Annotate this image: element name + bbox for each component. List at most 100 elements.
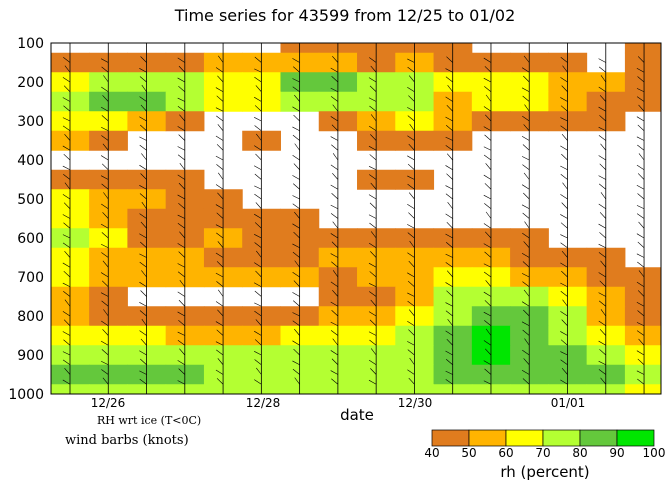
wind-barb (521, 369, 530, 375)
wind-barb (599, 115, 606, 122)
wind-barb (100, 223, 109, 229)
colorbar-swatch (431, 429, 470, 447)
wind-barb (369, 222, 377, 229)
wind-barb (255, 153, 262, 161)
wind-barb (139, 302, 147, 307)
wind-barb (254, 262, 262, 268)
wind-barb (638, 221, 645, 229)
wind-barb (598, 126, 606, 132)
wind-barb (445, 185, 453, 190)
wind-barb (254, 242, 262, 248)
y-tick-label: 1000 (8, 387, 44, 403)
wind-barb (101, 252, 109, 258)
wind-barb (178, 65, 186, 73)
wind-barb (598, 223, 606, 229)
wind-barb (140, 56, 147, 63)
wind-barb (637, 56, 645, 63)
wind-barb (483, 360, 492, 366)
wind-barb (598, 175, 606, 180)
wind-barb (63, 153, 71, 161)
wind-barb (215, 155, 224, 161)
wind-barb (215, 184, 224, 190)
wind-barb (292, 203, 300, 209)
wind-barb (177, 291, 185, 297)
wind-barb (409, 240, 415, 248)
wind-barb (216, 378, 224, 385)
wind-barb (637, 76, 645, 83)
wind-barb (139, 185, 147, 190)
wind-barb (62, 242, 71, 248)
wind-barb (139, 116, 147, 122)
wind-barb (63, 174, 71, 180)
wind-barb (215, 341, 224, 346)
wind-barb (140, 124, 147, 131)
wind-barb (369, 319, 377, 326)
wind-barb (141, 318, 147, 326)
wind-barb (445, 233, 453, 239)
wind-barb (637, 173, 645, 180)
wind-barb (103, 309, 109, 317)
wind-barb (293, 348, 300, 356)
wind-barb (63, 57, 71, 63)
wind-barb (483, 154, 492, 161)
wind-barb (483, 57, 492, 63)
wind-barb (637, 241, 645, 248)
wind-barb (292, 360, 300, 366)
colorbar-tick-label: 40 (424, 446, 439, 460)
wind-barb (562, 182, 568, 190)
wind-barb (217, 241, 224, 248)
x-axis-label: date (340, 406, 374, 424)
wind-barb (561, 367, 568, 375)
wind-barb (521, 252, 530, 258)
wind-barb (101, 280, 109, 287)
wind-barb (561, 270, 568, 278)
wind-barb (369, 174, 377, 180)
wind-barb (254, 339, 262, 346)
wind-barb (216, 349, 224, 356)
wind-barb (407, 272, 415, 278)
wind-barb (63, 85, 71, 92)
wind-barb (370, 231, 377, 239)
wind-barb (216, 95, 224, 102)
wind-barb (407, 66, 415, 73)
wind-barb (485, 163, 492, 170)
wind-barb (255, 270, 262, 278)
wind-barb (215, 87, 224, 93)
wind-barb (560, 379, 568, 385)
wind-barb (177, 223, 185, 229)
wind-barb (102, 212, 109, 219)
wind-barb (560, 194, 568, 200)
wind-barb (332, 153, 339, 161)
wind-barb (636, 116, 645, 122)
wind-barb (521, 321, 530, 327)
wind-barb (522, 232, 530, 239)
wind-barb (139, 233, 147, 239)
wind-barb (409, 357, 415, 365)
wind-barb (445, 253, 453, 258)
wind-barb (560, 165, 568, 171)
wind-barb (101, 126, 109, 132)
wind-barb (140, 338, 147, 346)
wind-barb (370, 368, 377, 375)
wind-barb (218, 289, 224, 297)
wind-barb (598, 106, 606, 112)
wind-barb (256, 250, 262, 258)
wind-barb (522, 164, 530, 170)
y-tick-label: 800 (17, 309, 44, 325)
wind-barb (368, 214, 377, 219)
wind-barb (177, 174, 185, 180)
wind-barb (331, 124, 339, 131)
wind-barb (64, 133, 71, 141)
wind-barb (560, 105, 568, 112)
wind-barb (600, 75, 607, 83)
wind-barb (254, 351, 262, 356)
wind-barb (369, 57, 377, 63)
wind-barb (637, 261, 645, 268)
wind-barb (330, 87, 339, 93)
wind-barb (407, 292, 415, 297)
wind-barb (179, 231, 186, 239)
wind-barb (292, 58, 300, 63)
wind-barb (254, 173, 262, 180)
wind-barb (177, 97, 185, 102)
wind-barb (445, 330, 453, 336)
